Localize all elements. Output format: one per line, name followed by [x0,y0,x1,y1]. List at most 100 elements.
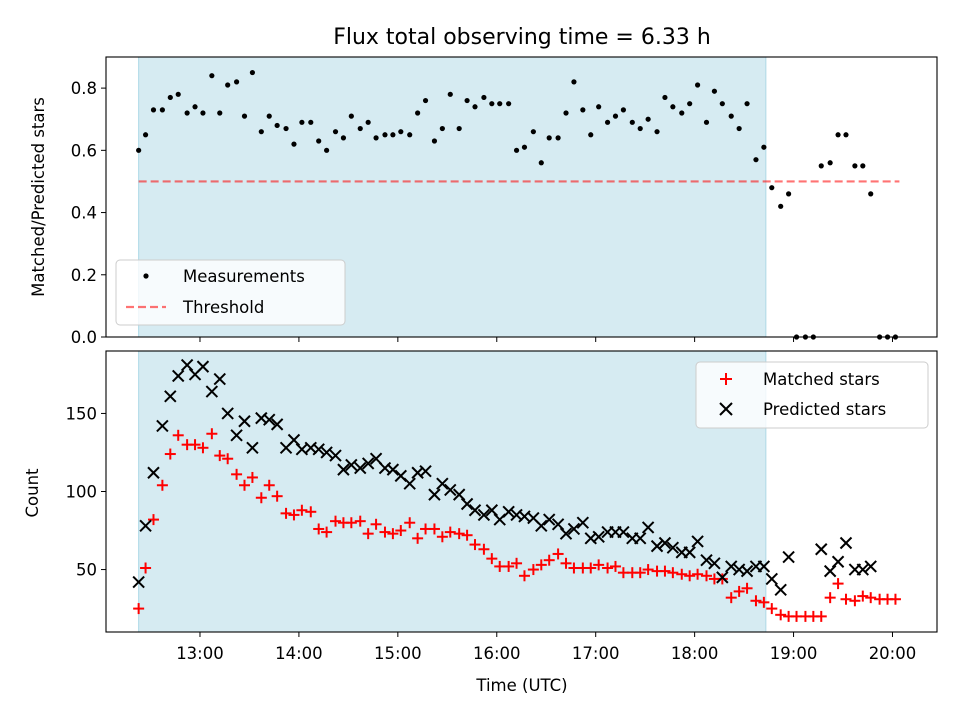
measurement-point [728,113,734,119]
measurement-point [521,144,528,150]
predicted-stars-point [551,518,565,531]
measurement-point [382,132,388,138]
predicted-stars-point [246,441,259,454]
measurement-point [291,141,297,147]
predicted-stars-point [641,521,655,534]
predicted-stars-point [345,458,358,472]
matched-stars-point [849,595,861,607]
x-axis-label: Time (UTC) [475,676,567,695]
measurement-point [489,101,495,107]
matched-stars-point [330,515,342,527]
matched-stars-points [133,428,901,622]
bottom-axes-frame [105,350,938,633]
predicted-stars-point [329,449,342,462]
predicted-stars-point [196,360,210,373]
predicted-stars-point [477,508,491,522]
matched-stars-point [156,479,168,491]
matched-stars-point [560,557,572,569]
matched-stars-point [676,568,688,580]
measurement-point [472,104,478,110]
matched-stars-point [164,448,176,460]
predicted-stars-legend-marker [719,402,733,416]
top-y-tick-label: 0.6 [71,141,97,160]
matched-stars-point [486,553,498,565]
measurement-point [753,157,759,163]
measurement-point [340,135,347,141]
predicted-stars-point [592,530,605,543]
predicted-stars-point [436,477,449,490]
measurement-point [654,129,660,135]
matched-stars-point [321,526,333,538]
predicted-stars-point [132,575,145,589]
measurement-point [868,191,874,197]
top-y-tick-label: 0.0 [71,328,97,347]
matched-stars-point [362,528,374,540]
measurement-point [645,116,651,122]
predicted-stars-point [542,513,556,526]
predicted-stars-point [403,477,416,490]
measurement-point [736,125,742,132]
matched-stars-legend-label: Matched stars [763,370,880,389]
measurements-legend-label: Measurements [183,267,305,286]
predicted-stars-point [691,535,704,548]
measurement-point [233,79,240,85]
measurement-point [373,135,379,141]
matched-stars-point [345,517,357,529]
matched-stars-point [543,554,555,566]
predicted-stars-point [270,418,284,431]
predicted-stars-point [139,519,152,533]
measurement-point [249,69,256,76]
measurement-point [142,132,149,138]
matched-stars-point [692,568,704,580]
measurement-point [481,94,487,101]
predicted-stars-point [815,543,828,556]
measurement-point [136,147,142,153]
matched-stars-point [197,442,209,454]
matched-stars-point [527,564,539,576]
predicted-stars-point [147,466,160,479]
predicted-stars-point [782,550,795,564]
measurement-point [860,163,866,169]
measurements-legend-marker [143,273,149,279]
top-legend-box [115,259,346,326]
measurement-point [555,135,561,141]
matched-stars-point [716,573,728,585]
measurement-point [637,125,643,132]
matched-stars-point [585,562,597,574]
measurement-point [274,122,280,129]
measurement-point [629,119,635,125]
matched-stars-point [750,595,762,607]
predicted-stars-point [468,504,482,517]
x-tick-label: 17:00 [572,644,620,663]
bottom-y-axis-label: Count [23,468,42,518]
measurement-point [843,132,849,138]
measurement-point [258,129,264,135]
predicted-stars-point [757,560,771,573]
measurement-point [571,79,577,85]
predicted-stars-points [132,358,877,597]
predicted-stars-point [287,433,301,447]
measurement-point [390,132,396,138]
predicted-stars-point [263,413,276,426]
predicted-stars-point [740,564,754,578]
matched-stars-point [684,570,696,582]
measurement-point [818,163,824,169]
measurement-point [398,129,404,135]
measurement-point [679,110,685,116]
matched-stars-point [246,471,258,483]
predicted-stars-point [502,505,515,519]
measurement-point [200,110,206,116]
x-tick-label: 19:00 [770,644,818,663]
matched-stars-point [255,492,267,504]
matched-stars-point [436,531,448,543]
matched-stars-point [222,453,234,465]
predicted-stars-point [765,572,778,586]
measurement-point [175,91,181,97]
matched-stars-point [667,567,679,579]
measurement-point [563,110,569,116]
measurement-point [209,73,215,79]
bottom-y-tick-label: 50 [76,561,97,580]
measurement-point [513,147,520,153]
predicted-stars-point [221,407,234,420]
matched-stars-point [214,450,226,462]
